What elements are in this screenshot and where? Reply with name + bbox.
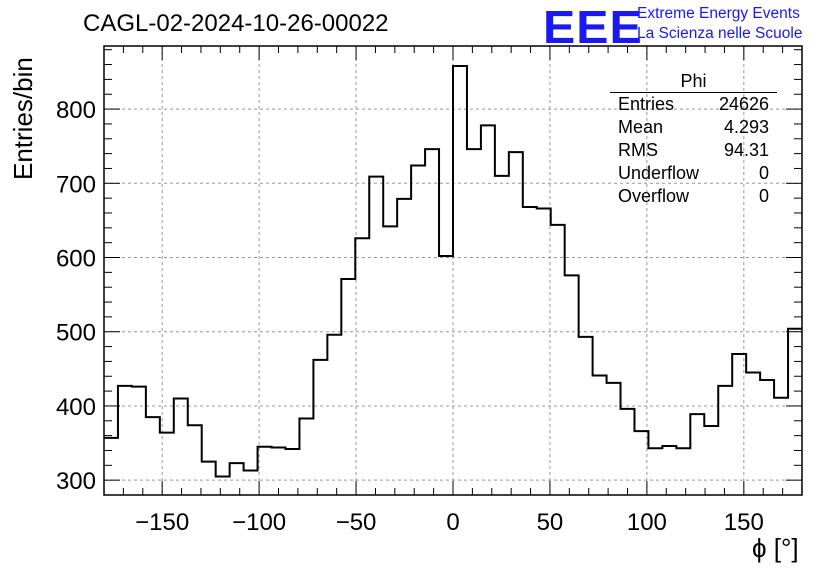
logo-line-2: La Scienza nelle Scuole [637, 25, 803, 42]
stats-label: Overflow [618, 186, 690, 206]
x-tick-label: 50 [537, 509, 564, 536]
stats-label: Entries [618, 94, 675, 114]
stats-box: Phi Entries 24626 Mean 4.293 RMS 94.31 U… [610, 70, 777, 208]
stats-box-title: Phi [610, 70, 777, 93]
stats-row-mean: Mean 4.293 [610, 116, 777, 139]
x-tick-label: −150 [135, 509, 189, 536]
stats-value: 4.293 [723, 117, 769, 137]
chart-title: CAGL-02-2024-10-26-00022 [83, 10, 389, 37]
eee-logo: EEE [543, 1, 643, 53]
y-tick-label: 700 [56, 171, 96, 198]
y-tick-label: 300 [56, 468, 96, 495]
x-tick-label: 0 [446, 509, 459, 536]
stats-row-overflow: Overflow 0 [610, 185, 777, 208]
x-tick-label: −50 [336, 509, 377, 536]
y-tick-label: 400 [56, 394, 96, 421]
x-tick-label: 150 [724, 509, 764, 536]
stats-value: 0 [758, 163, 769, 183]
stats-row-rms: RMS 94.31 [610, 139, 777, 162]
x-tick-label: 100 [627, 509, 667, 536]
x-axis-label: ϕ [°] [752, 533, 799, 563]
logo-caption: Extreme Energy Events La Scienza nelle S… [637, 4, 802, 44]
y-axis-label: Entries/bin [8, 57, 38, 180]
y-tick-label: 600 [56, 246, 96, 273]
logo-line-1: Extreme Energy Events [637, 5, 800, 22]
x-tick-label: −100 [232, 509, 286, 536]
stats-label: RMS [618, 140, 658, 160]
stats-value: 0 [758, 186, 769, 206]
histogram-line [104, 65, 802, 478]
stats-row-underflow: Underflow 0 [610, 162, 777, 185]
stats-value: 94.31 [723, 140, 769, 160]
stats-label: Underflow [618, 163, 700, 183]
stats-label: Mean [618, 117, 664, 137]
y-tick-label: 500 [56, 320, 96, 347]
y-tick-label: 800 [56, 97, 96, 124]
stats-row-entries: Entries 24626 [610, 93, 777, 116]
stats-value: 24626 [718, 94, 769, 114]
